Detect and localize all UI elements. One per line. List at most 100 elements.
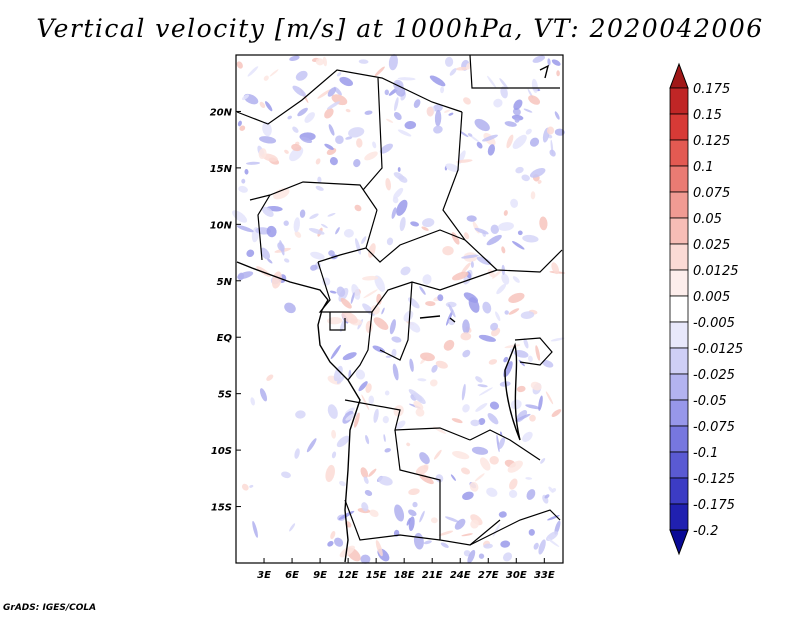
field-patch xyxy=(461,383,466,401)
field-patch xyxy=(374,66,385,77)
field-patch xyxy=(408,509,417,517)
field-patch xyxy=(404,120,417,130)
field-patch xyxy=(329,290,337,294)
field-patch xyxy=(372,141,377,149)
field-patch xyxy=(393,79,404,91)
field-patch xyxy=(384,89,390,96)
field-patch xyxy=(474,473,485,482)
field-patch xyxy=(446,309,454,326)
field-patch xyxy=(295,410,306,419)
lon-tick-label: 21E xyxy=(422,570,443,581)
field-patch xyxy=(310,251,325,260)
field-patch xyxy=(450,474,456,481)
field-patch xyxy=(336,72,342,77)
field-patch xyxy=(517,230,523,236)
field-patch xyxy=(527,355,533,362)
field-patch xyxy=(237,120,242,127)
field-patch xyxy=(422,274,432,285)
field-patch xyxy=(391,207,397,219)
field-patch xyxy=(326,101,340,110)
field-patch xyxy=(448,303,456,318)
field-patch xyxy=(330,344,341,360)
field-patch xyxy=(493,98,503,108)
field-patch xyxy=(482,134,498,142)
field-patch xyxy=(415,465,429,476)
field-patch xyxy=(398,175,408,183)
field-patch xyxy=(364,151,378,161)
field-patch xyxy=(476,141,483,149)
field-patch xyxy=(343,228,354,238)
field-patch xyxy=(284,302,296,314)
field-patch xyxy=(355,369,366,380)
field-patch xyxy=(504,344,521,349)
colorbar-segment xyxy=(669,503,689,531)
field-patch xyxy=(320,223,328,229)
field-patch xyxy=(358,381,368,392)
field-patch xyxy=(425,301,436,307)
colorbar-segment xyxy=(669,321,689,349)
field-patch xyxy=(470,519,479,529)
field-patch xyxy=(266,258,273,264)
colorbar-label: -0.0125 xyxy=(693,342,743,357)
field-patch xyxy=(250,397,255,406)
field-patch xyxy=(315,58,324,66)
lon-tick-label: 9E xyxy=(313,570,327,581)
field-patch xyxy=(460,467,471,475)
field-patch xyxy=(520,311,535,319)
field-patch xyxy=(324,108,334,119)
field-patch xyxy=(369,509,379,518)
colorbar-segment xyxy=(669,269,689,297)
field-patch xyxy=(236,225,254,233)
field-patch xyxy=(392,196,399,204)
field-patch xyxy=(515,166,524,174)
field-patch xyxy=(544,494,550,499)
field-patch xyxy=(391,348,397,358)
colorbar-segment xyxy=(669,87,689,115)
field-patch xyxy=(433,125,443,134)
field-patch xyxy=(361,394,370,411)
field-patch xyxy=(502,552,513,562)
field-patch xyxy=(333,365,343,382)
field-patch xyxy=(386,118,394,123)
field-patch xyxy=(408,321,421,333)
field-patch xyxy=(258,148,267,159)
colorbar-segment xyxy=(669,191,689,219)
field-patch xyxy=(266,374,274,381)
field-patch xyxy=(295,70,308,81)
field-patch xyxy=(372,345,386,353)
field-patch xyxy=(281,471,291,479)
field-patch xyxy=(516,385,526,393)
field-patch xyxy=(459,131,469,138)
field-patch xyxy=(309,213,319,220)
colorbar-segment xyxy=(669,477,689,505)
field-patch xyxy=(487,144,495,156)
colorbar-segment xyxy=(669,451,689,479)
field-patch xyxy=(496,283,507,295)
field-patch xyxy=(504,121,517,127)
field-patch xyxy=(412,501,418,508)
field-patch xyxy=(334,537,344,547)
field-patch xyxy=(368,395,375,405)
colorbar-segment xyxy=(669,399,689,427)
lon-tick-label: 6E xyxy=(285,570,299,581)
field-patch xyxy=(547,58,551,66)
field-patch xyxy=(400,266,411,276)
field-patch xyxy=(530,381,542,391)
field-patch xyxy=(437,294,444,302)
colorbar-segment xyxy=(669,113,689,141)
colorbar-label: -0.2 xyxy=(693,524,718,539)
field-patch xyxy=(413,400,424,410)
field-patch xyxy=(325,464,335,483)
field-patch xyxy=(554,128,565,136)
field-patch xyxy=(522,234,539,243)
field-patch xyxy=(345,521,352,528)
field-patch xyxy=(315,158,321,165)
field-patch xyxy=(339,319,346,332)
field-patch xyxy=(461,262,471,274)
field-patch xyxy=(538,539,546,555)
field-patch xyxy=(417,378,427,382)
field-patch xyxy=(383,434,386,443)
field-patch xyxy=(284,149,289,154)
field-patch xyxy=(513,99,523,110)
field-patch xyxy=(433,449,442,460)
